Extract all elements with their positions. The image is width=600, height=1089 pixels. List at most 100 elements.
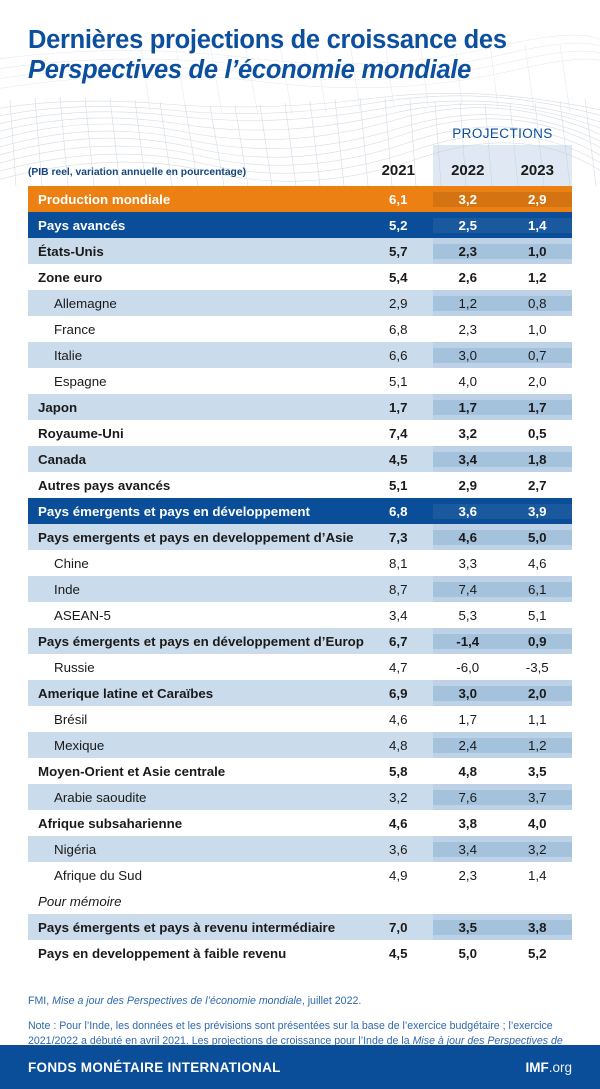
table-row: Inde 8,7 7,4 6,1 <box>28 576 572 602</box>
row-label: Afrique subsaharienne <box>38 815 183 831</box>
row-value-2023: 0,5 <box>528 425 547 441</box>
row-value-2023: 1,2 <box>502 737 572 753</box>
row-value-2021: 6,8 <box>389 503 408 519</box>
table-row: Afrique du Sud 4,9 2,3 1,4 <box>28 862 572 888</box>
footer-organization-name: FONDS MONÉTAIRE INTERNATIONAL <box>28 1059 281 1075</box>
row-value-2023: 1,8 <box>502 451 572 467</box>
row-value-2021: 4,9 <box>389 867 408 883</box>
row-value-2022: 7,6 <box>433 789 503 805</box>
table-row: Production mondiale 6,1 3,2 2,9 <box>28 186 572 212</box>
row-value-2023: 3,2 <box>502 841 572 857</box>
row-value-2021: 7,0 <box>389 919 408 935</box>
row-label: Pays en developpement à faible revenu <box>38 945 287 961</box>
table-row: Afrique subsaharienne 4,6 3,8 4,0 <box>28 810 572 836</box>
table-row: Allemagne 2,9 1,2 0,8 <box>28 290 572 316</box>
row-value-2021: 6,9 <box>389 685 408 701</box>
row-value-2022: 2,3 <box>433 243 503 259</box>
table-row: Russie 4,7 -6,0 -3,5 <box>28 654 572 680</box>
row-value-2021: 7,3 <box>389 529 408 545</box>
table-caption: (PIB reel, variation annuelle en pourcen… <box>28 167 247 178</box>
table-row: Pays en developpement à faible revenu 4,5… <box>28 940 572 966</box>
row-value-2021: 3,2 <box>389 789 408 805</box>
footer-site-light: .org <box>548 1059 572 1075</box>
table-row: Pays emergents et pays en developpement … <box>28 524 572 550</box>
table-row: Japon 1,7 1,7 1,7 <box>28 394 572 420</box>
row-value-2023: 1,0 <box>528 321 547 337</box>
column-header-2022: 2022 <box>451 162 485 179</box>
table-row: Nigéria 3,6 3,4 3,2 <box>28 836 572 862</box>
table-row: Zone euro 5,4 2,6 1,2 <box>28 264 572 290</box>
table-row: Arabie saoudite 3,2 7,6 3,7 <box>28 784 572 810</box>
row-label: Autres pays avancés <box>38 477 171 493</box>
row-value-2023: 6,1 <box>502 581 572 597</box>
row-value-2023: 3,8 <box>502 919 572 935</box>
row-value-2021: 3,4 <box>389 607 408 623</box>
row-value-2023: 2,9 <box>502 191 572 207</box>
row-label: Pays avancés <box>38 217 126 233</box>
row-label: Arabie saoudite <box>54 789 147 805</box>
row-value-2022: 4,6 <box>433 529 503 545</box>
row-label: Brésil <box>54 711 88 727</box>
row-value-2022: 2,3 <box>458 321 478 337</box>
row-value-2023: 5,1 <box>528 607 547 623</box>
row-value-2023: 1,1 <box>528 711 547 727</box>
table-row: Italie 6,6 3,0 0,7 <box>28 342 572 368</box>
page-header: Dernières projections de croissance des … <box>0 0 600 186</box>
row-value-2022: 4,0 <box>458 373 478 389</box>
row-value-2022: 3,2 <box>433 191 503 207</box>
row-value-2022: 2,9 <box>458 477 478 493</box>
row-value-2021: 5,1 <box>389 477 408 493</box>
source-title-italic: Mise a jour des Perspectives de l’économ… <box>52 995 302 1007</box>
table-row: Brésil 4,6 1,7 1,1 <box>28 706 572 732</box>
table-body: Production mondiale 6,1 3,2 2,9 Pays avancés… <box>28 186 572 966</box>
row-value-2021: 4,6 <box>389 711 408 727</box>
row-label: Italie <box>54 347 83 363</box>
page-footer: FONDS MONÉTAIRE INTERNATIONAL IMF.org <box>0 1045 600 1089</box>
table-row: Pays émergents et pays en développement 6… <box>28 498 572 524</box>
row-value-2021: 4,8 <box>389 737 408 753</box>
row-value-2023: 2,7 <box>528 477 547 493</box>
projections-label: PROJECTIONS <box>452 126 553 141</box>
footer-site-bold: IMF <box>525 1059 549 1075</box>
row-value-2023: 3,7 <box>502 789 572 805</box>
row-value-2021: 5,7 <box>389 243 408 259</box>
footer-website[interactable]: IMF.org <box>525 1060 572 1075</box>
row-value-2022: 2,4 <box>433 737 503 753</box>
row-value-2022: 1,7 <box>433 399 503 415</box>
row-label: Afrique du Sud <box>54 867 142 883</box>
source-suffix: , juillet 2022. <box>301 995 362 1007</box>
title-line-1: Dernières projections de croissance <box>28 26 457 54</box>
table-row: Canada 4,5 3,4 1,8 <box>28 446 572 472</box>
source-prefix: FMI, <box>28 995 53 1007</box>
table-row: Chine 8,1 3,3 4,6 <box>28 550 572 576</box>
source-line: FMI, Mise a jour des Perspectives de l’é… <box>28 994 572 1008</box>
title-line-2-prefix: des <box>463 26 507 54</box>
table-row: Amerique latine et Caraïbes 6,9 3,0 2,0 <box>28 680 572 706</box>
row-value-2023: 0,7 <box>502 347 572 363</box>
note-part-1: Note : Pour l’Inde, les données et les p… <box>28 1020 553 1048</box>
row-value-2021: 6,6 <box>389 347 408 363</box>
row-value-2022: 7,4 <box>433 581 503 597</box>
row-value-2021: 4,5 <box>389 945 408 961</box>
row-label: Russie <box>54 659 95 675</box>
column-header-2021: 2021 <box>381 162 415 179</box>
row-label: Pour mémoire <box>38 893 122 909</box>
row-label: Allemagne <box>54 295 117 311</box>
row-value-2023: 5,0 <box>502 529 572 545</box>
row-value-2023: 0,9 <box>502 633 572 649</box>
row-value-2022: 3,2 <box>458 425 478 441</box>
table-row: Pour mémoire <box>28 888 572 914</box>
table-row: Pays émergents et pays en développement … <box>28 628 572 654</box>
row-value-2021: 4,5 <box>389 451 408 467</box>
row-value-2023: 1,4 <box>502 217 572 233</box>
row-value-2021: 4,7 <box>389 659 408 675</box>
table-row: France 6,8 2,3 1,0 <box>28 316 572 342</box>
row-value-2022: 2,5 <box>433 217 503 233</box>
row-label: Amerique latine et Caraïbes <box>38 685 214 701</box>
table-row: Mexique 4,8 2,4 1,2 <box>28 732 572 758</box>
row-value-2021: 1,7 <box>389 399 408 415</box>
row-value-2022: 5,3 <box>458 607 478 623</box>
row-label: Pays émergents et pays à revenu interméd… <box>38 919 336 935</box>
row-value-2022: -1,4 <box>433 633 503 649</box>
row-label: Inde <box>54 581 80 597</box>
